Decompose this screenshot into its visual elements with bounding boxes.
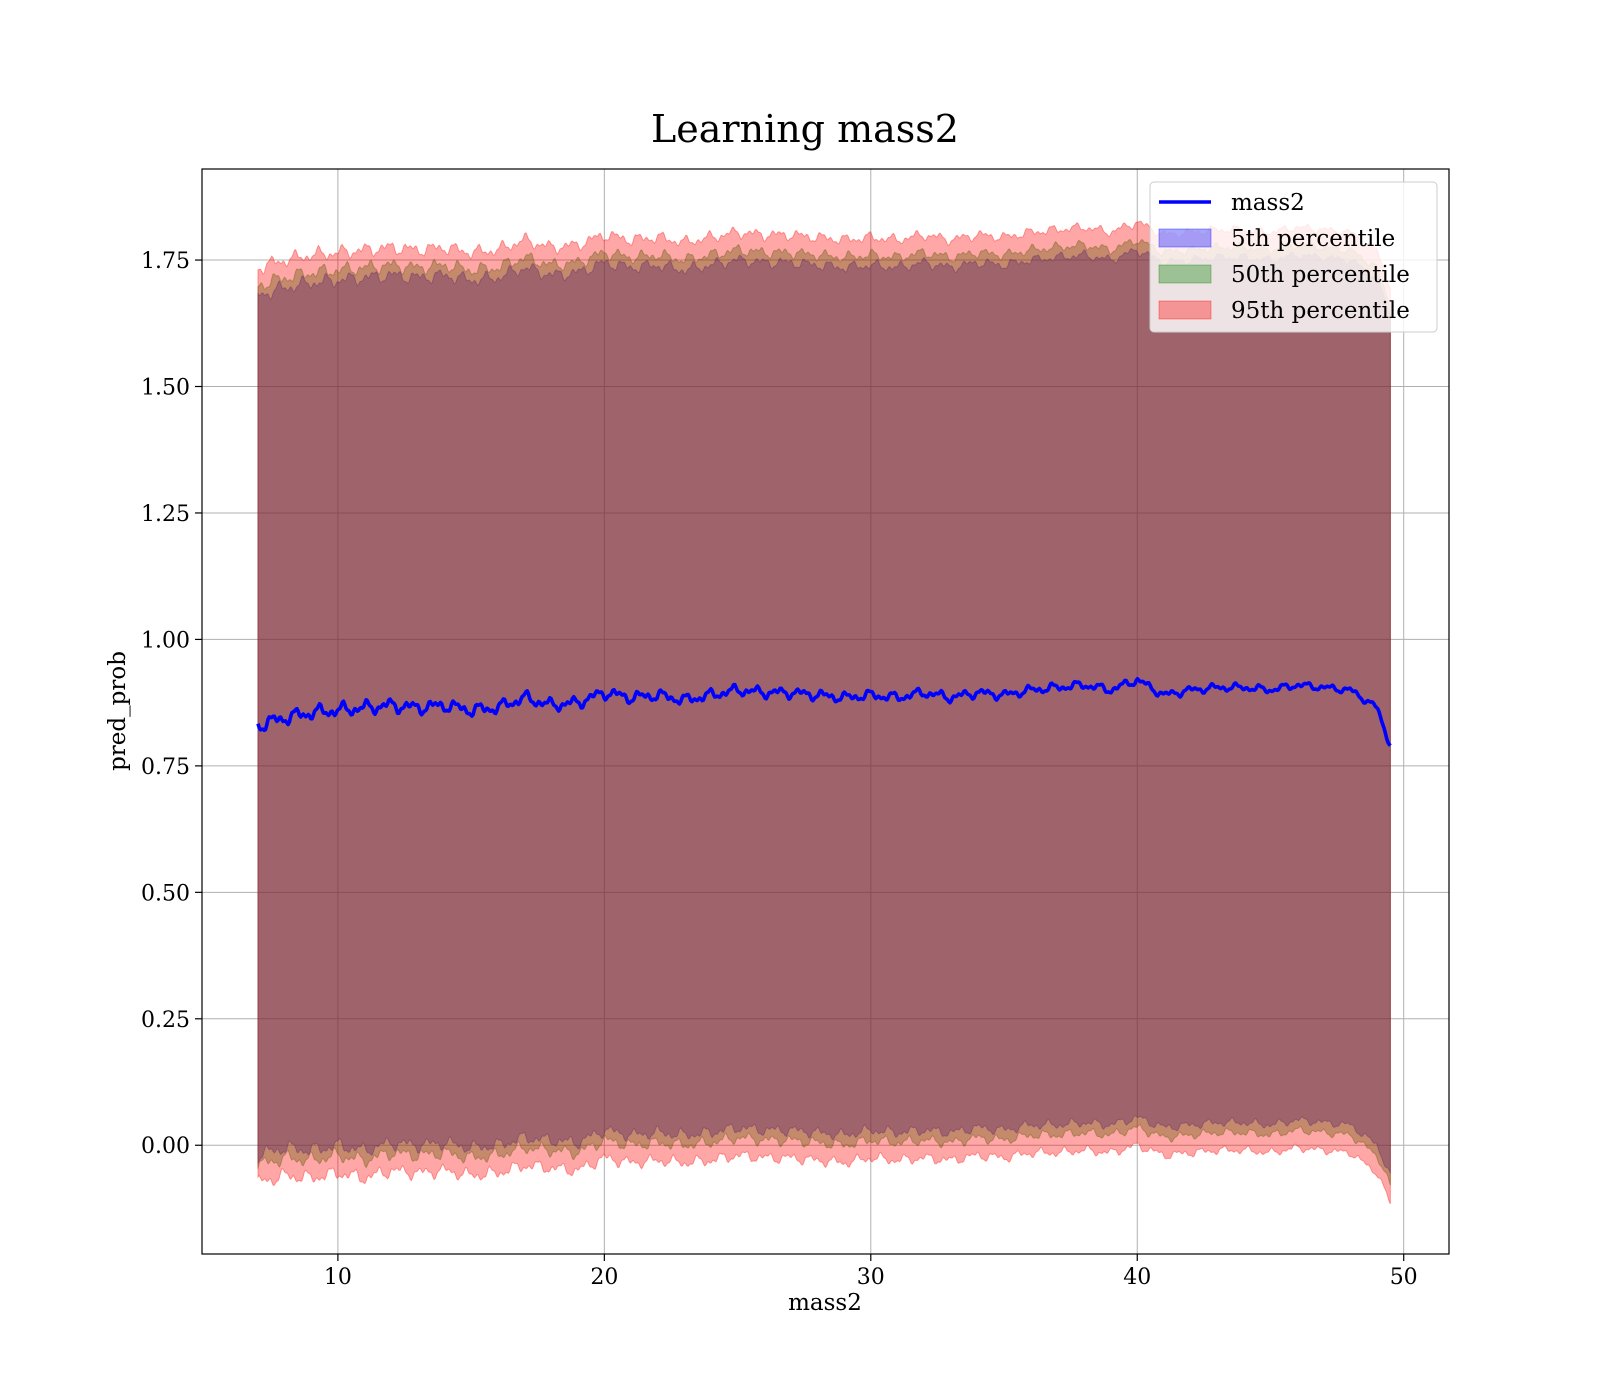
legend-item: 95th percentile [1158, 298, 1410, 324]
legend-label: mass2 [1231, 190, 1305, 216]
legend: mass2 5th percentile 50th percentile 95th p… [1149, 181, 1438, 333]
legend-label: 50th percentile [1231, 262, 1410, 288]
y-tick-label: 1.25 [141, 502, 190, 527]
band-50th-percentile [257, 238, 1391, 1186]
legend-label: 95th percentile [1231, 298, 1410, 324]
legend-label: 5th percentile [1231, 226, 1395, 252]
x-tick-label: 20 [590, 1265, 618, 1290]
y-tick-label: 1.00 [141, 628, 190, 653]
legend-item: 50th percentile [1158, 262, 1410, 288]
y-axis-label: pred_prob [105, 651, 131, 771]
legend-item: mass2 [1159, 190, 1305, 216]
percentile-bands [257, 220, 1391, 1205]
legend-swatch-patch [1158, 300, 1212, 320]
legend-swatch-patch [1158, 228, 1212, 248]
series-line-mass2 [256, 676, 1392, 747]
legend-swatch-patch [1158, 264, 1212, 284]
x-axis-label: mass2 [788, 1290, 862, 1316]
band-95th-percentile [257, 220, 1391, 1205]
y-tick-label: 0.00 [141, 1134, 190, 1159]
plot-frame [201, 168, 1450, 1255]
x-tick-label: 40 [1123, 1265, 1151, 1290]
x-tick-label: 30 [857, 1265, 885, 1290]
y-axis-ticks: 0.00 0.25 0.50 0.75 1.00 1.25 1.50 1.75 [141, 249, 202, 1159]
chart-title: Learning mass2 [651, 107, 959, 151]
y-tick-label: 1.75 [141, 249, 190, 274]
y-tick-label: 1.50 [141, 376, 190, 401]
y-tick-label: 0.50 [141, 881, 190, 906]
x-axis-ticks: 10 20 30 40 50 [324, 1254, 1418, 1290]
x-tick-label: 50 [1390, 1265, 1418, 1290]
grid [202, 169, 1449, 1254]
x-tick-label: 10 [324, 1265, 352, 1290]
mass2-line-layer [256, 676, 1392, 747]
legend-box [1149, 181, 1438, 333]
y-tick-label: 0.25 [141, 1008, 190, 1033]
legend-item: 5th percentile [1158, 226, 1395, 252]
band-5th-percentile [257, 247, 1391, 1174]
y-tick-label: 0.75 [141, 755, 190, 780]
